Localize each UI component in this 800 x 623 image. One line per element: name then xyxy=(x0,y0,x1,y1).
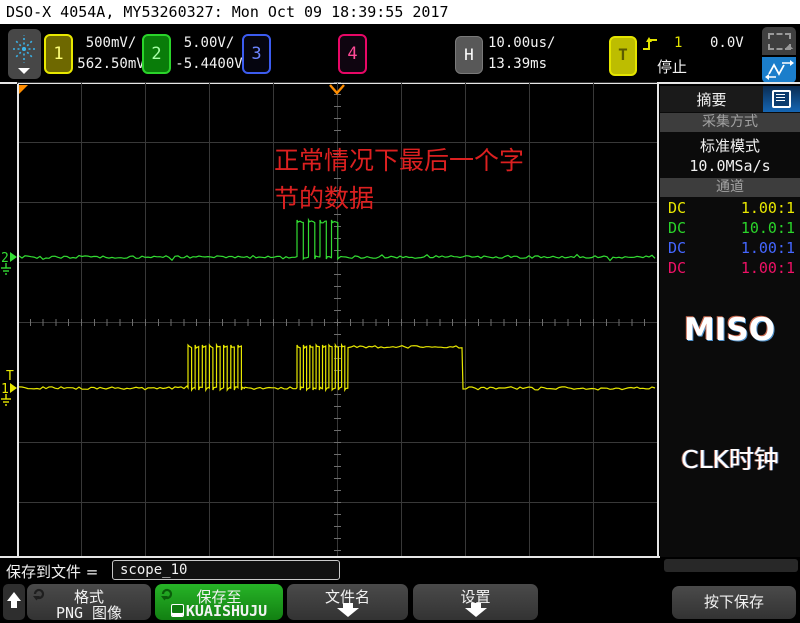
trigger-source: 1 xyxy=(674,35,683,51)
channels-header: 通道 xyxy=(660,178,800,197)
channel-1-readout: 500mV/ 562.50mV xyxy=(76,33,146,75)
trigger-run-status: 停止 xyxy=(657,58,688,76)
ch4-probe-ratio: 1.00:1 xyxy=(740,259,795,277)
annotation-line1: 正常情况下最后一个字 xyxy=(274,146,525,175)
drive-icon xyxy=(170,604,184,617)
filename-value: scope_10 xyxy=(120,562,188,578)
timebase-scale: 10.00us/ xyxy=(488,35,556,51)
acquisition-header: 采集方式 xyxy=(660,113,800,132)
format-softkey[interactable]: 格式 PNG 图像 xyxy=(27,584,151,622)
format-value: PNG 图像 xyxy=(55,604,123,622)
save-to-file-label: 保存到文件 = xyxy=(6,563,99,581)
titlebar-text: DSO-X 4054A, MY53260327: Mon Oct 09 18:3… xyxy=(6,3,449,21)
channel-4-row: DC 1.00:1 xyxy=(660,259,800,279)
channel-2-offset: -5.4400V xyxy=(175,56,243,72)
cycle-icon xyxy=(33,588,45,601)
channel-2-button[interactable]: 2 xyxy=(142,34,171,74)
settings-softkey-label: 设置 xyxy=(460,588,491,606)
zoom-region-button[interactable] xyxy=(762,27,796,55)
filename-softkey[interactable]: 文件名 xyxy=(287,584,408,620)
down-arrow-icon xyxy=(464,608,487,617)
rising-edge-icon xyxy=(643,37,657,50)
channel-1-button[interactable]: 1 xyxy=(44,34,73,74)
graticule-bottom-border xyxy=(0,556,660,558)
channel-1-scale: 500mV/ xyxy=(85,35,137,51)
down-arrow-stem xyxy=(342,603,353,608)
ch1-ground-marker[interactable]: 1T xyxy=(1,369,17,406)
chevron-down-icon xyxy=(18,68,30,74)
ch1-probe-ratio: 1.00:1 xyxy=(740,199,795,217)
save-to-softkey[interactable]: 保存至 KUAISHUJU xyxy=(155,584,283,620)
filename-softkey-label: 文件名 xyxy=(324,588,370,606)
down-arrow-stem xyxy=(470,603,481,608)
trigger-position-marker[interactable] xyxy=(329,84,347,96)
center-horizontal-ticks xyxy=(17,319,657,326)
miso-overlay-label: MISO xyxy=(684,312,776,348)
channel-2-row: DC 10.0:1 xyxy=(660,219,800,239)
channel-1-offset: 562.50mV xyxy=(77,56,145,72)
toolbar: 1 500mV/ 562.50mV 2 5.00V/ -5.4400V 3 4 … xyxy=(0,24,800,84)
summary-tab[interactable]: 摘要 xyxy=(660,86,800,112)
ch3-probe-ratio: 1.00:1 xyxy=(740,239,795,257)
annotation-text: 正常情况下最后一个字 节的数据 xyxy=(274,142,524,218)
ch2-probe-ratio: 10.0:1 xyxy=(740,219,795,237)
ch1-clk-trace xyxy=(18,342,656,393)
sample-rate: 10.0MSa/s xyxy=(689,157,771,175)
annotation-line2: 节的数据 xyxy=(274,184,375,213)
ch4-coupling: DC xyxy=(668,259,687,277)
channel-3-button[interactable]: 3 xyxy=(242,34,271,74)
ch1-coupling: DC xyxy=(668,199,687,217)
summary-label: 摘要 xyxy=(696,91,727,109)
svg-text:2: 2 xyxy=(1,251,9,266)
channel-4-button[interactable]: 4 xyxy=(338,34,367,74)
channel-2-scale: 5.00V/ xyxy=(183,35,235,51)
channel-1-row: DC 1.00:1 xyxy=(660,199,800,219)
sidebar-menu-button[interactable] xyxy=(763,86,800,112)
clk-overlay-label: CLK时钟 xyxy=(681,445,779,474)
save-to-label: 保存至 xyxy=(196,588,242,606)
up-arrow-icon xyxy=(7,592,21,601)
trigger-level-marker: T xyxy=(6,369,14,384)
settings-softkey[interactable]: 设置 xyxy=(413,584,538,620)
press-to-save-softkey[interactable]: 按下保存 xyxy=(672,586,796,619)
titlebar: DSO-X 4054A, MY53260327: Mon Oct 09 18:3… xyxy=(0,0,800,24)
acquisition-mode: 标准模式 xyxy=(699,137,760,155)
save-to-value: KUAISHUJU xyxy=(155,602,283,620)
cycle-icon xyxy=(161,588,173,601)
waveform-traces: 2 1T xyxy=(1,217,656,406)
keysight-logo-button[interactable] xyxy=(8,29,41,79)
trigger-level: 0.0V xyxy=(710,35,744,51)
touch-drag-button[interactable] xyxy=(762,57,796,83)
zoom-region-icon xyxy=(768,33,791,50)
back-up-button[interactable] xyxy=(3,584,25,620)
channel-2-readout: 5.00V/ -5.4400V xyxy=(174,33,244,75)
down-arrow-icon xyxy=(336,608,359,617)
format-label: 格式 xyxy=(73,588,104,606)
horizontal-readout: 10.00us/ 13.39ms xyxy=(488,33,568,75)
graticule-right-border xyxy=(657,84,659,556)
cursor-arrow-icon xyxy=(784,44,794,54)
ch2-coupling: DC xyxy=(668,219,687,237)
softkey-bar: 保存到文件 = scope_10 格式 PNG 图像 保存至 KUAISHUJU xyxy=(0,558,800,623)
channel-3-row: DC 1.00:1 xyxy=(660,239,800,259)
summary-sidebar: 摘要 采集方式 标准模式 10.0MSa/s 通道 DC 1.00:1 DC 1… xyxy=(660,86,800,557)
svg-text:1: 1 xyxy=(1,382,9,397)
filename-input[interactable]: scope_10 xyxy=(112,560,340,580)
graticule-left-border xyxy=(17,84,19,556)
sidebar-bottom-strip xyxy=(664,559,798,572)
ch2-miso-trace xyxy=(18,217,656,262)
time-reference-marker xyxy=(19,85,28,94)
spark-logo-icon xyxy=(13,35,35,63)
ch2-ground-marker[interactable]: 2 xyxy=(1,251,17,275)
save-to-destination: KUAISHUJU xyxy=(185,602,268,620)
menu-icon xyxy=(772,90,791,108)
horizontal-button[interactable]: H xyxy=(455,36,483,74)
touch-drag-icon xyxy=(765,60,794,80)
ch3-coupling: DC xyxy=(668,239,687,257)
trigger-button[interactable]: T xyxy=(609,36,637,76)
up-arrow-stem xyxy=(11,600,17,608)
timebase-delay: 13.39ms xyxy=(488,56,548,72)
